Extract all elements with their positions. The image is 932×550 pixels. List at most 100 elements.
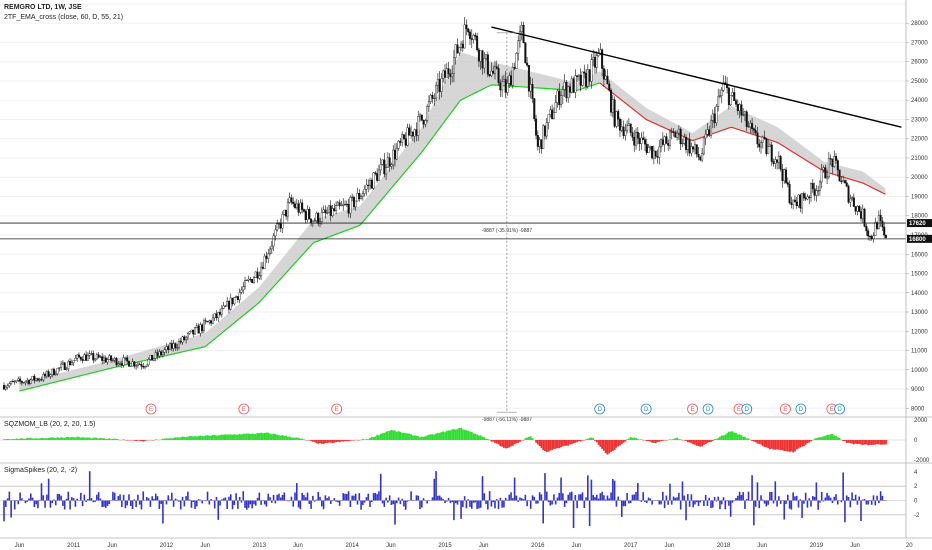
momentum-bar	[774, 440, 777, 450]
measurement-tool[interactable]: -9887 (-35.91%) -9887 -9887 (-56.11%) -9…	[482, 32, 533, 423]
candle-body	[145, 364, 148, 367]
momentum-bar	[433, 434, 436, 440]
spike-bar	[331, 500, 334, 502]
dividend-event-marker[interactable]: D	[834, 403, 845, 415]
spike-bar	[658, 500, 661, 505]
candle-body	[626, 125, 629, 131]
momentum-bar	[772, 440, 775, 450]
spike-bar	[726, 500, 728, 502]
dividend-event-marker[interactable]: D	[640, 403, 652, 415]
candle-body	[688, 139, 691, 154]
candle-body	[85, 354, 88, 361]
candle-body	[447, 68, 450, 75]
momentum-axis-label: 2000	[914, 418, 928, 424]
trendline[interactable]	[491, 26, 902, 128]
candle-body	[752, 128, 755, 131]
indicator-ema-cross-label[interactable]: 2TF_EMA_cross (close, 60, D, 55, 21)	[4, 14, 124, 21]
momentum-bar	[640, 439, 643, 440]
candle-body	[299, 202, 302, 213]
price-axis[interactable]: 8000900010000110001200013000140001500016…	[906, 21, 930, 519]
momentum-bar	[44, 438, 46, 440]
momentum-bar	[192, 436, 195, 440]
spike-bar	[553, 494, 555, 501]
momentum-bar	[817, 437, 820, 440]
candle-body	[668, 131, 671, 146]
indicator-squeeze-momentum-label[interactable]: SQZMOM_LB (20, 2, 20, 1.5)	[4, 421, 96, 428]
candle-body	[342, 204, 345, 206]
candle-body	[86, 355, 89, 361]
symbol-title[interactable]: REMGRO LTD, 1W, JSE	[4, 4, 82, 11]
momentum-bar	[617, 440, 620, 447]
spike-bar	[19, 492, 21, 501]
indicator-sigma-spikes-label[interactable]: SigmaSpikes (20, 2, -2)	[4, 467, 78, 474]
earnings-event-marker[interactable]: E	[687, 403, 698, 415]
candle-body	[747, 126, 750, 128]
event-letter: D	[837, 407, 842, 413]
earnings-event-marker[interactable]: E	[331, 403, 343, 415]
candle-body	[438, 79, 441, 92]
momentum-bar	[470, 432, 473, 440]
time-axis[interactable]: Jun 2011 Jun 2012 Jun 2013 Jun 2014 Jun 2015 Jun 20…	[15, 543, 914, 549]
spike-bar	[579, 494, 582, 501]
candle-body	[556, 90, 559, 103]
momentum-bar	[461, 429, 464, 440]
dividend-event-marker[interactable]: D	[795, 403, 807, 415]
momentum-bar	[244, 433, 246, 440]
spike-bar	[606, 495, 609, 501]
momentum-bar	[13, 439, 16, 440]
candle-body	[356, 192, 359, 202]
momentum-bar	[860, 440, 862, 445]
spike-bar	[263, 500, 266, 505]
momentum-bar	[567, 440, 570, 446]
spike-bar	[363, 500, 366, 503]
momentum-bar	[588, 437, 591, 440]
spike-bar	[778, 496, 780, 501]
candle-body	[392, 149, 395, 165]
spike-bar	[6, 498, 9, 501]
momentum-bar	[724, 434, 727, 440]
candle-body	[479, 50, 482, 62]
spike-bar	[240, 500, 243, 503]
descending-trendline[interactable]	[491, 26, 902, 128]
candle-body	[138, 363, 141, 365]
candle-body	[742, 114, 745, 116]
momentum-bar	[49, 437, 52, 440]
spike-bar	[770, 491, 773, 501]
candle-body	[849, 198, 852, 203]
momentum-bar	[144, 440, 146, 441]
momentum-bar	[504, 440, 507, 449]
dividend-event-marker[interactable]: D	[741, 403, 753, 415]
momentum-bar	[324, 440, 327, 443]
spike-bar	[645, 500, 648, 504]
candle-body	[26, 379, 29, 382]
momentum-bar	[349, 440, 352, 441]
spike-bar	[469, 500, 471, 507]
candle-body	[131, 361, 134, 367]
spike-bar	[226, 500, 228, 509]
candle-body	[476, 36, 479, 51]
earnings-event-marker[interactable]: E	[238, 403, 250, 415]
spike-bar	[853, 498, 855, 501]
spike-bar	[92, 500, 95, 503]
spike-bar	[87, 499, 89, 501]
momentum-bar	[785, 440, 787, 452]
earnings-event-marker[interactable]: E	[145, 403, 157, 415]
spike-bar	[565, 500, 568, 504]
earnings-event-marker[interactable]: E	[780, 403, 791, 415]
candle-body	[277, 223, 280, 225]
spike-bar	[172, 500, 175, 507]
candle-body	[827, 158, 830, 178]
spike-bar	[492, 500, 495, 503]
dividend-event-marker[interactable]: D	[702, 403, 714, 415]
momentum-bar	[45, 438, 48, 440]
dividend-event-marker[interactable]: D	[594, 403, 606, 415]
spike-bar	[629, 500, 632, 504]
momentum-bar	[794, 440, 796, 452]
candle-body	[394, 149, 397, 160]
candle-body	[206, 321, 209, 323]
momentum-bar	[420, 436, 423, 440]
spike-bar	[137, 494, 139, 501]
momentum-bar	[208, 435, 211, 440]
